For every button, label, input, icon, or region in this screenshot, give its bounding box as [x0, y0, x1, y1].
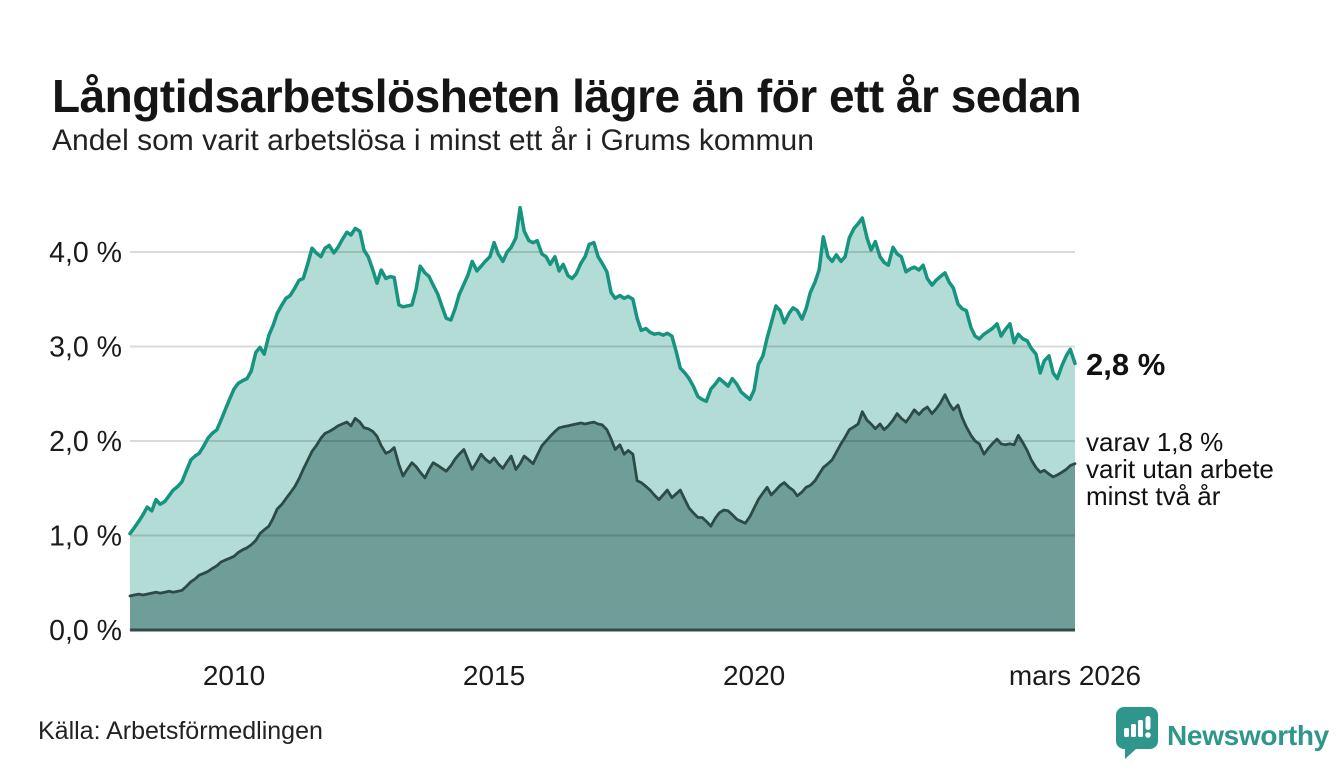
- annotation-line: varit utan arbete: [1086, 454, 1274, 484]
- area-fill-series-1: [130, 394, 1075, 630]
- y-axis-tick-label: 1,0 %: [49, 521, 122, 553]
- newsworthy-logo-icon: [1116, 707, 1158, 764]
- x-axis-tick-label: mars 2026: [1009, 660, 1141, 691]
- series-end-value-label: 2,8 %: [1086, 347, 1166, 382]
- x-axis-tick-label: 2010: [203, 660, 265, 691]
- y-axis-tick-label: 2,0 %: [49, 426, 122, 458]
- annotation-line: varav 1,8 %: [1086, 427, 1224, 457]
- source-attribution: Källa: Arbetsförmedlingen: [38, 717, 323, 745]
- line-series-0: [128, 205, 1077, 536]
- y-axis-tick-label: 3,0 %: [49, 332, 122, 364]
- x-axis-tick-label: 2020: [723, 660, 785, 691]
- line-series-1: [128, 393, 1077, 598]
- annotation-line: minst två år: [1086, 481, 1221, 511]
- x-axis-tick-label: 2015: [463, 660, 525, 691]
- y-axis-tick-label: 4,0 %: [49, 237, 122, 269]
- chart-svg: 0,0 % 1,0 % 2,0 % 3,0 % 4,0 % 2010 2015 2020 mar…: [49, 205, 1141, 691]
- chart-area: 0,0 % 1,0 % 2,0 % 3,0 % 4,0 % 2010 2015 2020 mar…: [0, 195, 1340, 700]
- page-title: Långtidsarbetslösheten lägre än för ett …: [52, 69, 1082, 122]
- series-secondary-annotation: varav 1,8 % varit utan arbete minst två …: [1086, 429, 1274, 510]
- y-axis-tick-label: 0,0 %: [49, 615, 122, 647]
- newsworthy-logo-text: Newsworthy: [1167, 719, 1329, 751]
- chart-subtitle: Andel som varit arbetslösa i minst ett å…: [52, 124, 814, 157]
- newsworthy-logo: Newsworthy: [1116, 707, 1329, 764]
- logo-bubble-shape: [1116, 707, 1158, 759]
